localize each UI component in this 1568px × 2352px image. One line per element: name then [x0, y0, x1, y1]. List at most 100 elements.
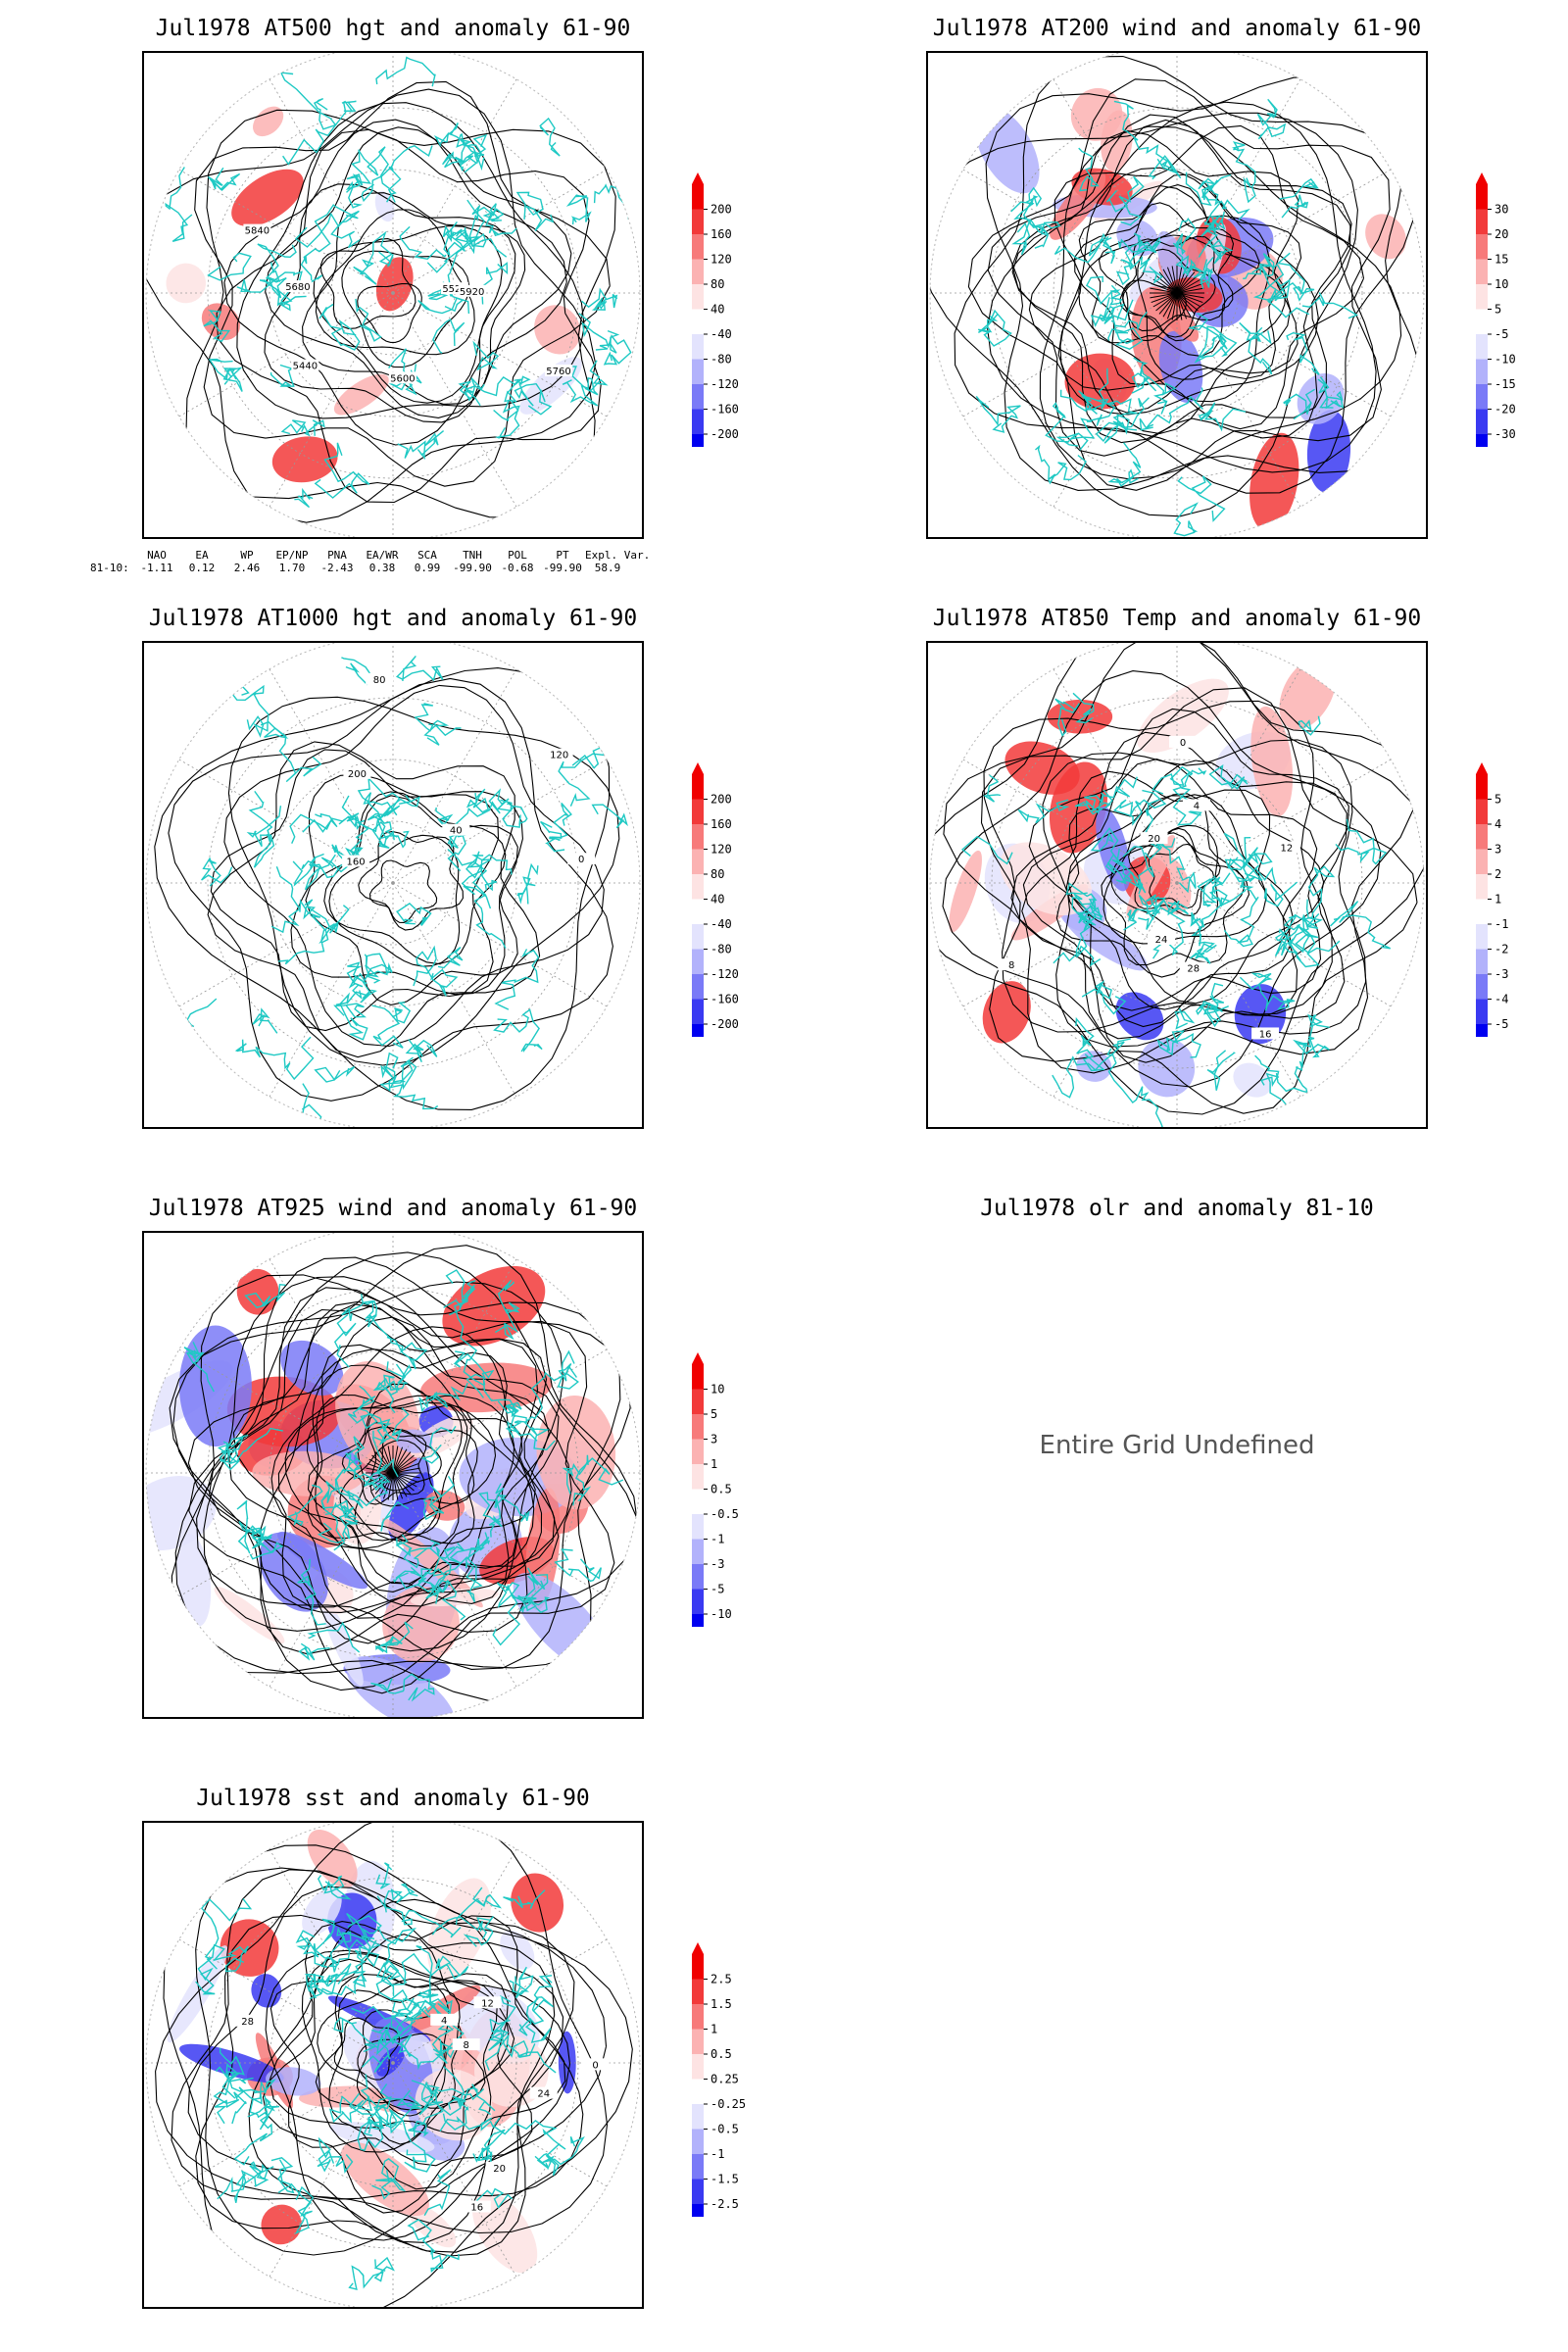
meridian-line — [392, 759, 608, 884]
coastline — [380, 1500, 410, 1532]
colorbar-tick-label: 120 — [710, 843, 732, 857]
coastline — [961, 835, 1013, 865]
colorbar-tick-label: 2.5 — [710, 1973, 732, 1986]
colorbar-tick-label: 1 — [1494, 893, 1501, 906]
colorbar-tick-label: 1.5 — [710, 1997, 732, 2011]
colorbar-segment — [1476, 259, 1488, 284]
meridian-line — [1053, 292, 1178, 508]
coastline — [1052, 1038, 1132, 1099]
anomaly-shading — [423, 1490, 466, 1521]
coastline — [317, 1935, 379, 1987]
latitude-circle — [1114, 230, 1240, 356]
colorbar-tick-label: -20 — [1494, 403, 1516, 416]
anomaly-shading — [261, 2204, 302, 2245]
colorbar-arrow-top — [692, 172, 704, 184]
colorbar-segment — [692, 2104, 704, 2130]
streamline — [392, 1472, 420, 1479]
coastline — [414, 703, 434, 732]
coastline — [1112, 789, 1167, 826]
meridian-line — [178, 1472, 394, 1597]
map-boundary — [145, 1233, 641, 1717]
contour-label: 160 — [347, 858, 366, 868]
panel-title-at850: Jul1978 AT850 Temp and anomaly 61-90 — [932, 606, 1422, 631]
index-header: EA — [195, 549, 209, 562]
coastline — [270, 865, 301, 934]
contour-line — [195, 1914, 556, 2257]
anomaly-shading — [277, 1531, 368, 1590]
coastline — [277, 2182, 315, 2235]
colorbar-sst: 2.5 1.5 1 0.5 0.25 -0.25 -0.5 -1 -1.5 -2.5 — [692, 1942, 745, 2217]
coastline — [443, 1292, 484, 1386]
contour-line — [315, 209, 475, 356]
coastline — [1065, 882, 1098, 926]
anomaly-shading — [321, 1600, 364, 1687]
colorbar-tick-label: 0.25 — [710, 2073, 739, 2086]
colorbar-tick-label: -4 — [1494, 993, 1508, 1006]
colorbar-tick-label: 10 — [710, 1383, 724, 1396]
contour-line — [368, 859, 438, 923]
coastline — [1133, 357, 1177, 415]
coastline — [558, 747, 606, 807]
coastline — [317, 2136, 354, 2174]
coastline — [442, 220, 466, 257]
coastline — [1131, 372, 1157, 394]
colorbar-tick-label: 15 — [1494, 253, 1508, 267]
coastline — [375, 1862, 393, 1889]
streamline — [1176, 292, 1196, 315]
contour-label: 24 — [537, 2089, 550, 2100]
colorbar-segment — [692, 1024, 704, 1037]
anomaly-shading — [1233, 1062, 1272, 1098]
meridian-line — [269, 2062, 394, 2278]
map-panel-at200 — [926, 51, 1428, 539]
colorbar-tick-label: 1 — [710, 2023, 717, 2036]
coastline — [339, 961, 377, 1005]
contour-label: 5600 — [390, 373, 415, 384]
colorbar-segment — [692, 2029, 704, 2054]
streamline — [387, 1446, 394, 1474]
colorbar-tick-label: 160 — [710, 817, 732, 831]
coastline — [317, 1875, 352, 1900]
colorbar-at200: 30 20 15 10 5 -5 -10 -15 -20 -30 — [1476, 172, 1516, 447]
meridian-line — [392, 292, 608, 417]
index-header: SCA — [417, 549, 437, 562]
meridian-line — [269, 668, 394, 884]
coastline — [348, 2256, 395, 2290]
streamline — [392, 1462, 419, 1474]
map-panel-sst: 28 24 20 16 12 8 4 0 — [142, 1821, 644, 2309]
colorbar-segment — [692, 1364, 704, 1390]
streamline — [392, 1472, 412, 1494]
coastline — [399, 225, 447, 261]
colorbar-segment — [692, 949, 704, 974]
streamline — [1176, 292, 1204, 299]
panel-title-at1000: Jul1978 AT1000 hgt and anomaly 61-90 — [148, 606, 638, 631]
colorbar-segment — [1476, 334, 1488, 360]
meridian-line — [392, 1258, 517, 1474]
contour-label: 40 — [450, 826, 463, 837]
streamline — [258, 1348, 543, 1613]
coastline — [379, 1056, 417, 1093]
streamline — [1176, 287, 1204, 294]
coastline — [411, 2080, 485, 2101]
contour-line — [1102, 795, 1267, 945]
coastline — [977, 309, 1012, 347]
coastline — [423, 719, 462, 746]
colorbar-tick-label: -10 — [710, 1607, 732, 1621]
meridian-line — [178, 882, 394, 1007]
contour-line — [1022, 759, 1318, 1040]
anomaly-shading — [949, 850, 982, 933]
contour-line — [227, 696, 620, 1066]
colorbar-segment — [1476, 949, 1488, 974]
anomaly-shading — [419, 1362, 553, 1413]
colorbar-tick-label: -3 — [1494, 967, 1508, 981]
colorbar-segment — [692, 2004, 704, 2030]
contour-label: 5760 — [546, 367, 570, 377]
coastline — [1266, 252, 1315, 318]
colorbar-segment — [1476, 384, 1488, 410]
coastline — [1281, 194, 1309, 219]
coastline — [206, 1943, 249, 1973]
coastline — [363, 792, 420, 822]
colorbar-tick-label: 5 — [710, 1407, 717, 1421]
anomaly-shading — [375, 257, 414, 312]
index-value: -2.43 — [320, 562, 354, 574]
anomaly-shading — [402, 2033, 433, 2066]
